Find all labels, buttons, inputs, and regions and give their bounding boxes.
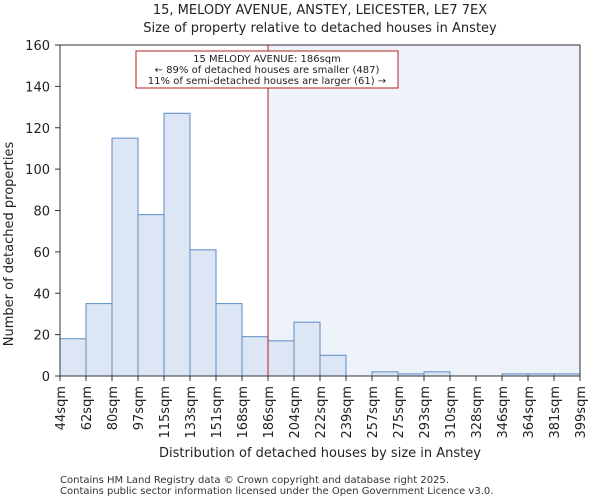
annotation-box — [135, 50, 399, 89]
bar-257sqm — [371, 371, 399, 377]
x-tick-label: 328sqm — [470, 386, 485, 439]
y-tick-label: 140 — [25, 80, 50, 95]
x-tick-label: 381sqm — [548, 386, 563, 439]
x-tick-label: 62sqm — [80, 386, 95, 430]
x-tick-label: 151sqm — [210, 386, 225, 439]
y-tick-label: 60 — [33, 246, 50, 261]
bar-97sqm — [137, 214, 165, 377]
x-axis-label: Distribution of detached houses by size … — [159, 446, 481, 461]
x-tick-label: 239sqm — [340, 386, 355, 439]
bar-80sqm — [111, 137, 139, 377]
y-axis-ticks: 0 20 40 60 80 100 120 140 160 — [25, 39, 60, 385]
x-tick-label: 186sqm — [262, 386, 277, 439]
y-tick-label: 40 — [33, 287, 50, 302]
highlight-region — [268, 45, 580, 376]
annotation-line-3: 11% of semi-detached houses are larger (… — [148, 76, 386, 87]
y-tick-label: 120 — [25, 122, 50, 137]
x-tick-label: 275sqm — [392, 386, 407, 439]
bars-group — [59, 112, 581, 377]
chart-subtitle: Size of property relative to detached ho… — [143, 21, 497, 36]
x-tick-label: 168sqm — [236, 386, 251, 439]
x-tick-label: 80sqm — [106, 386, 121, 430]
bar-168sqm — [241, 336, 269, 377]
x-tick-label: 44sqm — [54, 386, 69, 430]
annotation-line-2: ← 89% of detached houses are smaller (48… — [155, 65, 380, 76]
x-tick-label: 257sqm — [366, 386, 381, 439]
bar-293sqm — [423, 371, 451, 377]
x-tick-label: 364sqm — [522, 386, 537, 439]
bar-186sqm — [267, 340, 295, 377]
x-tick-label: 222sqm — [314, 386, 329, 439]
bar-133sqm — [189, 249, 217, 377]
y-tick-label: 100 — [25, 163, 50, 178]
bar-222sqm — [319, 354, 347, 377]
y-tick-label: 20 — [33, 329, 50, 344]
y-tick-label: 160 — [25, 39, 50, 54]
chart-title: 15, MELODY AVENUE, ANSTEY, LEICESTER, LE… — [153, 3, 487, 18]
x-axis-ticks: 44sqm 62sqm 80sqm 97sqm 115sqm 133sqm 151sqm 16… — [54, 376, 589, 439]
plot-frame — [59, 44, 581, 377]
y-tick-label: 0 — [42, 370, 50, 385]
footer-line-2: Contains public sector information licen… — [60, 486, 493, 497]
x-tick-label: 399sqm — [574, 386, 589, 439]
bar-204sqm — [293, 321, 321, 377]
x-tick-label: 115sqm — [158, 386, 173, 439]
footer-line-1: Contains HM Land Registry data © Crown c… — [60, 475, 449, 486]
y-axis-label: Number of detached properties — [2, 142, 17, 347]
x-tick-label: 133sqm — [184, 386, 199, 439]
annotation-line-1: 15 MELODY AVENUE: 186sqm — [193, 54, 341, 65]
x-tick-label: 97sqm — [132, 386, 147, 430]
x-tick-label: 293sqm — [418, 386, 433, 439]
bar-62sqm — [85, 303, 113, 377]
bar-115sqm — [163, 112, 191, 377]
x-tick-label: 310sqm — [444, 386, 459, 439]
y-tick-label: 80 — [33, 205, 50, 220]
x-tick-label: 204sqm — [288, 386, 303, 439]
bar-44sqm — [59, 338, 87, 377]
x-tick-label: 346sqm — [496, 386, 511, 439]
bar-151sqm — [215, 303, 243, 377]
